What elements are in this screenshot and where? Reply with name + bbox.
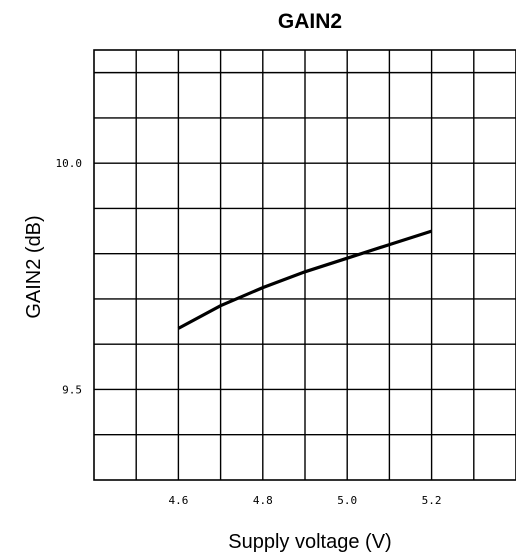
x-tick-label: 5.0: [337, 494, 357, 507]
y-tick-label: 9.5: [62, 383, 82, 396]
plot-frame: [93, 49, 516, 481]
y-axis-label: GAIN2 (dB): [23, 215, 45, 318]
tick-labels: 4.6 4.8 5.0 5.2 9.5 10.0: [56, 157, 442, 507]
x-axis-label: Supply voltage (V): [228, 531, 391, 553]
x-tick-label: 4.8: [253, 494, 273, 507]
grid: [93, 49, 516, 481]
x-tick-label: 5.2: [422, 494, 442, 507]
series-line-1: [177, 229, 433, 330]
chart-title: GAIN2: [278, 10, 342, 33]
y-tick-label: 10.0: [56, 157, 83, 170]
series-layer: [177, 229, 433, 330]
x-tick-label: 4.6: [168, 494, 188, 507]
